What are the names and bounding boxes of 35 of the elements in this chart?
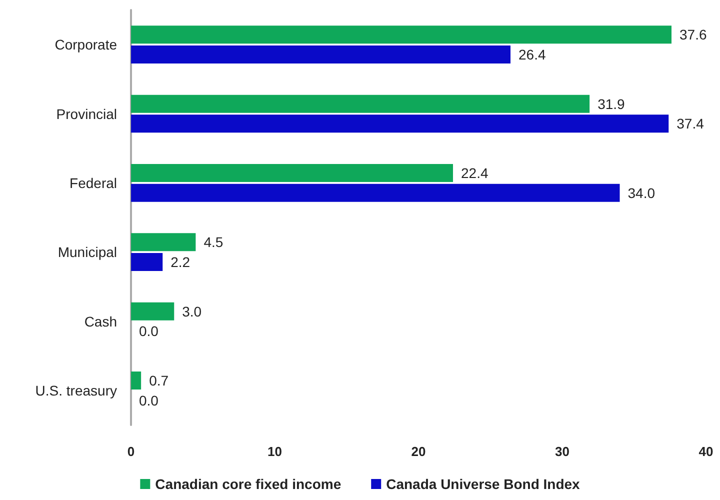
bar xyxy=(131,252,163,271)
x-tick-label: 40 xyxy=(698,444,714,459)
data-label: 22.4 xyxy=(461,165,488,182)
bar xyxy=(131,45,510,64)
y-tick-label: Corporate xyxy=(54,36,118,53)
bar xyxy=(131,114,669,133)
data-label: 2.2 xyxy=(170,254,190,270)
data-label: 31.9 xyxy=(598,96,626,112)
bar xyxy=(131,164,453,182)
legend-label: Canada Universe Bond Index xyxy=(386,476,580,492)
data-label: 0.0 xyxy=(139,392,159,408)
y-tick-label: U.S. treasury xyxy=(35,382,117,398)
data-label: 37.4 xyxy=(676,116,704,132)
bar xyxy=(131,302,174,320)
data-label: 3.0 xyxy=(182,303,202,320)
bar xyxy=(131,94,590,113)
bar xyxy=(131,184,620,202)
data-label: 37.6 xyxy=(680,26,707,43)
bar xyxy=(131,26,672,44)
y-tick-label: Federal xyxy=(70,174,117,191)
y-tick-label: Municipal xyxy=(58,244,117,260)
data-label: 4.5 xyxy=(204,234,224,250)
x-tick-label: 0 xyxy=(127,444,135,459)
y-tick-label: Provincial xyxy=(56,106,117,122)
legend-label: Canadian core fixed income xyxy=(155,476,342,492)
data-label: 0.0 xyxy=(139,323,159,340)
x-tick-label: 20 xyxy=(411,444,426,459)
bar xyxy=(131,233,196,252)
bar xyxy=(131,372,142,390)
data-label: 0.7 xyxy=(149,372,169,389)
data-label: 34.0 xyxy=(628,184,656,201)
x-tick-label: 10 xyxy=(268,444,282,459)
y-tick-label: Cash xyxy=(84,313,117,330)
x-tick-label: 30 xyxy=(555,444,570,459)
data-label: 26.4 xyxy=(518,46,546,62)
